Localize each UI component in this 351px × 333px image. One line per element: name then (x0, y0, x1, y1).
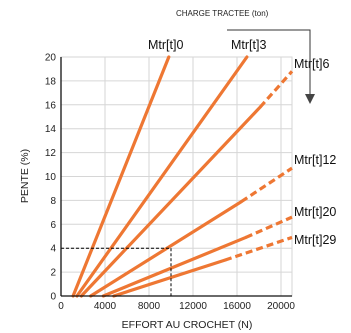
x-tick-label: 4000 (94, 301, 117, 312)
y-axis-title: PENTE (%) (19, 149, 31, 203)
charge-arrow (227, 29, 315, 104)
y-tick-label: 14 (45, 124, 57, 135)
series-lines (71, 55, 294, 298)
y-tick-label: 12 (45, 148, 57, 159)
y-tick-label: 4 (50, 244, 56, 255)
series-line-dashed (258, 70, 294, 109)
y-tick-label: 16 (45, 100, 57, 111)
y-tick-label: 8 (50, 196, 56, 207)
x-tick-label: 16000 (223, 301, 251, 312)
y-tick-label: 18 (45, 76, 57, 87)
series-line-solid (89, 199, 243, 298)
x-tick-label: 8000 (138, 301, 161, 312)
series-line-solid (79, 105, 262, 298)
series-label: Mtr[t]3 (231, 38, 266, 52)
x-tick-label: 0 (58, 301, 64, 312)
y-tick-label: 10 (45, 172, 57, 183)
series-label: Mtr[t]6 (294, 57, 329, 71)
series-line-solid (101, 235, 248, 298)
axes (60, 57, 292, 297)
guide-lines (61, 247, 172, 296)
x-tick-label: 12000 (179, 301, 207, 312)
tick-labels: 0 2 4 6 8 10 12 14 16 18 20 0 4000 8000 12000 16000 2000… (45, 53, 295, 313)
series-labels: Mtr[t]0 Mtr[t]3 Mtr[t]6 Mtr[t]12 Mtr[t]20 Mtr… (148, 38, 336, 247)
series-label: Mtr[t]0 (148, 38, 183, 52)
x-tick-label: 20000 (267, 301, 295, 312)
grid (60, 56, 293, 297)
x-axis-title: EFFORT AU CROCHET (N) (122, 319, 253, 331)
series-line-dashed (224, 235, 293, 262)
series-label: Mtr[t]12 (294, 153, 336, 167)
series-label: Mtr[t]29 (294, 233, 336, 247)
series-line-dashed (240, 166, 293, 203)
charge-title: CHARGE TRACTEE (ton) (176, 9, 269, 18)
y-tick-label: 6 (50, 220, 56, 231)
y-tick-label: 0 (50, 292, 56, 303)
series-line-dashed (245, 215, 293, 239)
series-line-solid (112, 258, 227, 298)
y-tick-label: 20 (45, 53, 57, 64)
series-line-solid (75, 55, 249, 298)
y-tick-label: 2 (50, 268, 56, 279)
series-line-solid (71, 55, 171, 298)
series-label: Mtr[t]20 (294, 205, 336, 219)
